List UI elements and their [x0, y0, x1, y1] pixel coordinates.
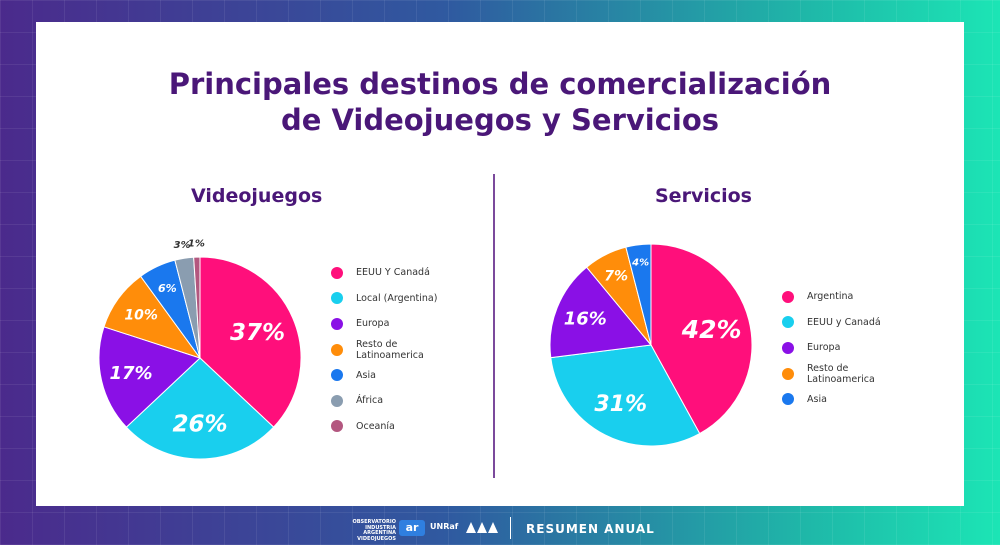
pie-slice-1 — [550, 344, 701, 447]
legend-swatch — [331, 420, 343, 433]
footer-bar: OBSERVATORIO INDUSTRIA ARGENTINA VIDEOJU… — [0, 512, 1000, 545]
legend-item-6: Oceanía — [331, 414, 446, 440]
title-line-1: Principales destinos de comercialización — [168, 67, 832, 101]
legend-item-1: Local (Argentina) — [331, 286, 446, 312]
pie-data-label-5: 3% — [174, 240, 191, 251]
legend-item-4: Asia — [782, 386, 897, 412]
legend-swatch — [331, 317, 343, 330]
legend-item-4: Asia — [331, 362, 446, 388]
legend-label: Argentina — [807, 291, 854, 303]
legend-swatch — [782, 341, 794, 354]
legend-item-3: Resto de Latinoamerica — [331, 337, 446, 363]
footer-separator — [510, 517, 511, 539]
legend-label: Local (Argentina) — [356, 292, 438, 304]
legend-label: EEUU Y Canadá — [356, 267, 430, 279]
pie-slice-2 — [98, 326, 201, 428]
pie-data-label-2: 16% — [564, 308, 607, 329]
pie-data-label-3: 7% — [604, 269, 628, 285]
legend-label: Europa — [356, 318, 390, 330]
videojuegos-pie-chart: 37% 26% 17% 10%6% 3%1% — [98, 238, 302, 460]
legend-swatch — [331, 394, 343, 407]
legend-item-2: Europa — [331, 311, 446, 337]
legend-swatch — [782, 290, 794, 303]
pie-data-label-3: 10% — [124, 307, 158, 323]
legend-label: Asia — [807, 393, 827, 405]
videojuegos-chart-title: Videojuegos — [191, 185, 323, 207]
pie-data-label-6: 1% — [188, 238, 205, 249]
legend-label: EEUU y Canadá — [807, 316, 881, 328]
ar-logo: ar — [399, 520, 425, 536]
pie-data-label-0: 42% — [681, 315, 742, 344]
legend-label: África — [356, 395, 384, 407]
legend-item-0: EEUU Y Canadá — [331, 260, 446, 286]
legend-label: Resto de Latinoamerica — [807, 362, 875, 385]
observatorio-logo-text: OBSERVATORIO INDUSTRIA ARGENTINA VIDEOJU… — [352, 519, 396, 542]
legend-label: Europa — [807, 342, 841, 354]
legend-swatch — [331, 343, 343, 356]
pie-data-label-0: 37% — [230, 320, 285, 346]
servicios-legend: Argentina EEUU y Canadá Europa Resto de Lat… — [782, 284, 897, 412]
pie-data-label-4: 6% — [158, 282, 177, 295]
pie-slice-6 — [193, 256, 201, 359]
pie-data-label-4: 4% — [631, 257, 649, 268]
footer-title: RESUMEN ANUAL — [526, 522, 655, 536]
legend-item-3: Resto de Latinoamerica — [782, 361, 897, 387]
pie-data-label-1: 26% — [172, 412, 227, 438]
servicios-chart-title: Servicios — [655, 185, 752, 207]
legend-label: Oceanía — [356, 420, 395, 432]
legend-swatch — [782, 316, 794, 329]
legend-item-0: Argentina — [782, 284, 897, 310]
page-title: Principales destinos de comercialización… — [36, 66, 964, 138]
servicios-pie-chart: 42% 31% 16% 7%4% — [549, 243, 753, 447]
legend-label: Asia — [356, 369, 376, 381]
legend-label: Resto de Latinoamerica — [356, 338, 424, 361]
unraf-logo: UNRaf — [430, 522, 459, 531]
vertical-divider — [493, 174, 495, 478]
adva-logo-icon — [466, 522, 498, 533]
legend-swatch — [331, 369, 343, 382]
pie-slice-1 — [125, 357, 275, 460]
legend-item-1: EEUU y Canadá — [782, 310, 897, 336]
legend-swatch — [782, 393, 794, 406]
legend-swatch — [331, 292, 343, 305]
pie-data-label-2: 17% — [109, 363, 152, 384]
videojuegos-legend: EEUU Y Canadá Local (Argentina) Europa Rest… — [331, 260, 446, 439]
legend-swatch — [782, 367, 794, 380]
pie-slice-0 — [650, 243, 753, 435]
slide-card: Principales destinos de comercialización… — [36, 22, 964, 506]
legend-swatch — [331, 266, 343, 279]
pie-data-label-1: 31% — [594, 392, 647, 417]
pie-slice-0 — [199, 256, 302, 428]
pie-slice-2 — [549, 266, 652, 359]
pie-slice-4 — [625, 243, 652, 346]
title-line-2: de Videojuegos y Servicios — [280, 103, 720, 137]
legend-item-5: África — [331, 388, 446, 414]
legend-item-2: Europa — [782, 335, 897, 361]
